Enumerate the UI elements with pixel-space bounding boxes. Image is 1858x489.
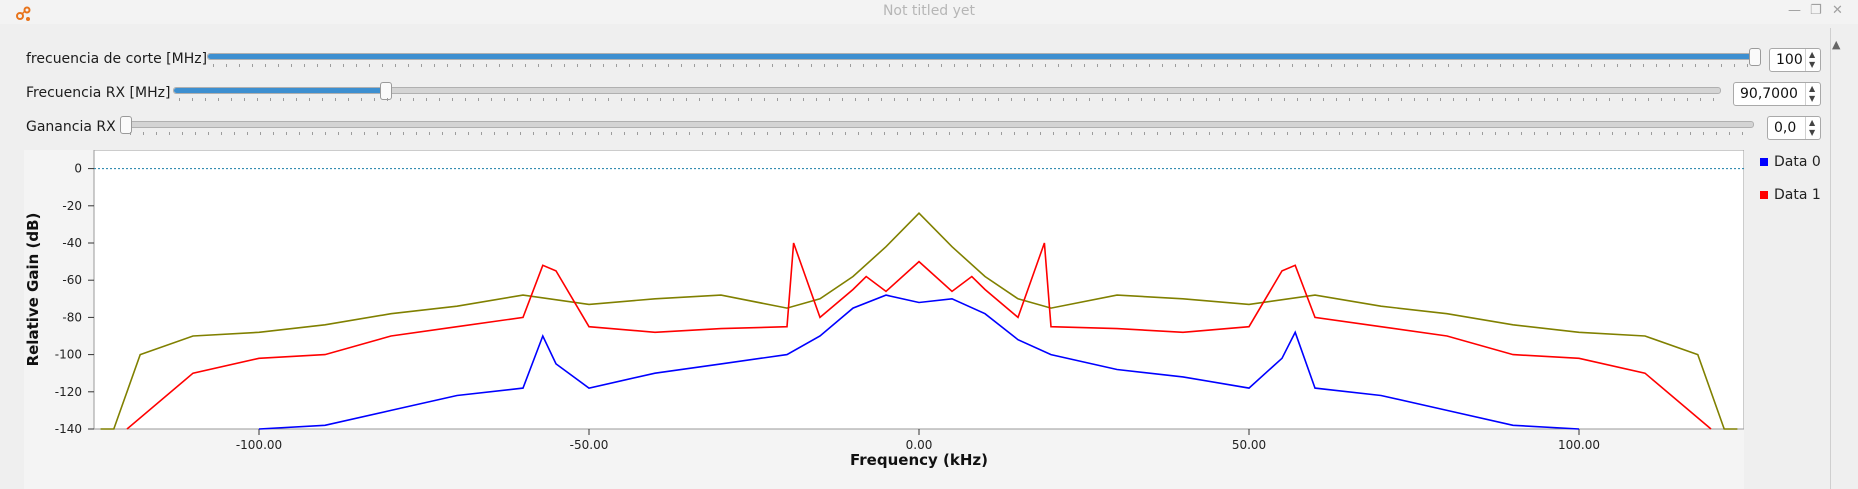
y-axis-label: Relative Gain (dB) xyxy=(24,213,42,367)
spin-down-icon[interactable]: ▼ xyxy=(1809,60,1816,69)
cutoff-control: frecuencia de corte [MHz] 100 ▲ ▼ xyxy=(0,46,1830,76)
x-tick-label: 0.00 xyxy=(906,438,933,452)
cutoff-slider[interactable] xyxy=(207,48,1761,66)
frequency-plot[interactable]: 0 -20 -40 -60 -80 -100 -120 -140 -100.00 -50.00 0.… xyxy=(24,150,1744,489)
y-tick-label: -80 xyxy=(62,310,82,324)
window-title: Not titled yet xyxy=(882,3,976,19)
rx-freq-spin-buttons: ▲ ▼ xyxy=(1805,83,1820,105)
legend-text-data-0: Data 0 xyxy=(1774,154,1821,170)
x-tick-label: -50.00 xyxy=(570,438,609,452)
x-tick-label: 100.00 xyxy=(1558,438,1600,452)
spin-down-icon[interactable]: ▼ xyxy=(1809,128,1816,137)
y-tick-label: -20 xyxy=(62,199,82,213)
spin-up-icon[interactable]: ▲ xyxy=(1809,50,1816,59)
frequency-plot-svg: 0 -20 -40 -60 -80 -100 -120 -140 -100.00 -50.00 0.… xyxy=(24,150,1744,469)
rx-freq-slider-ticks xyxy=(179,98,1719,101)
series-line-olive xyxy=(100,212,1738,430)
rx-freq-control: Frecuencia RX [MHz] 90,7000 ▲ ▼ xyxy=(0,80,1830,110)
rx-freq-label: Frecuencia RX [MHz] xyxy=(26,85,171,101)
gain-slider-handle[interactable] xyxy=(120,116,132,134)
gain-spinbox[interactable]: 0,0 ▲ ▼ xyxy=(1767,116,1821,140)
spin-up-icon[interactable]: ▲ xyxy=(1809,84,1816,93)
y-tick-label: -40 xyxy=(62,236,82,250)
minimize-icon[interactable]: — xyxy=(1788,3,1801,18)
rx-freq-slider-fill xyxy=(174,88,385,93)
gain-spin-buttons: ▲ ▼ xyxy=(1805,117,1820,139)
cutoff-label: frecuencia de corte [MHz] xyxy=(26,51,208,67)
gain-control: Ganancia RX 0,0 ▲ ▼ xyxy=(0,114,1830,144)
series-line-data-1 xyxy=(126,242,1712,430)
gain-label: Ganancia RX xyxy=(26,119,116,135)
gain-slider[interactable] xyxy=(120,116,1754,134)
vertical-scrollbar[interactable] xyxy=(1830,28,1831,489)
cutoff-slider-handle[interactable] xyxy=(1749,48,1761,66)
x-tick-label: -100.00 xyxy=(236,438,282,452)
rx-freq-spinbox[interactable]: 90,7000 ▲ ▼ xyxy=(1733,82,1821,106)
legend-swatch-data-0 xyxy=(1760,158,1768,166)
plot-canvas xyxy=(93,150,1744,430)
y-tick-label: -120 xyxy=(55,385,82,399)
y-tick-label: -140 xyxy=(55,422,82,436)
close-icon[interactable]: ✕ xyxy=(1832,3,1843,18)
legend-swatch-data-1 xyxy=(1760,191,1768,199)
gain-slider-ticks xyxy=(130,132,1752,135)
spin-up-icon[interactable]: ▲ xyxy=(1809,118,1816,127)
rx-freq-slider[interactable] xyxy=(173,82,1721,100)
window-titlebar: Not titled yet — ❐ ✕ xyxy=(0,0,1858,24)
scroll-up-icon[interactable]: ▲ xyxy=(1832,38,1841,51)
cutoff-slider-fill xyxy=(208,54,1754,59)
y-tick-label: 0 xyxy=(74,162,82,176)
cutoff-slider-ticks xyxy=(213,64,1751,67)
x-tick-label: 50.00 xyxy=(1232,438,1266,452)
y-tick-label: -100 xyxy=(55,348,82,362)
cutoff-spinbox[interactable]: 100 ▲ ▼ xyxy=(1769,48,1821,72)
cutoff-value: 100 xyxy=(1776,52,1803,68)
series-line-data-0 xyxy=(258,294,1580,430)
gnuradio-logo-icon xyxy=(16,6,31,21)
cutoff-spin-buttons: ▲ ▼ xyxy=(1805,49,1820,71)
spin-down-icon[interactable]: ▼ xyxy=(1809,94,1816,103)
rx-freq-value: 90,7000 xyxy=(1740,86,1798,102)
maximize-icon[interactable]: ❐ xyxy=(1810,3,1822,18)
y-tick-label: -60 xyxy=(62,273,82,287)
x-axis-label: Frequency (kHz) xyxy=(850,451,988,469)
legend-text-data-1: Data 1 xyxy=(1774,187,1821,203)
gain-value: 0,0 xyxy=(1774,120,1797,136)
